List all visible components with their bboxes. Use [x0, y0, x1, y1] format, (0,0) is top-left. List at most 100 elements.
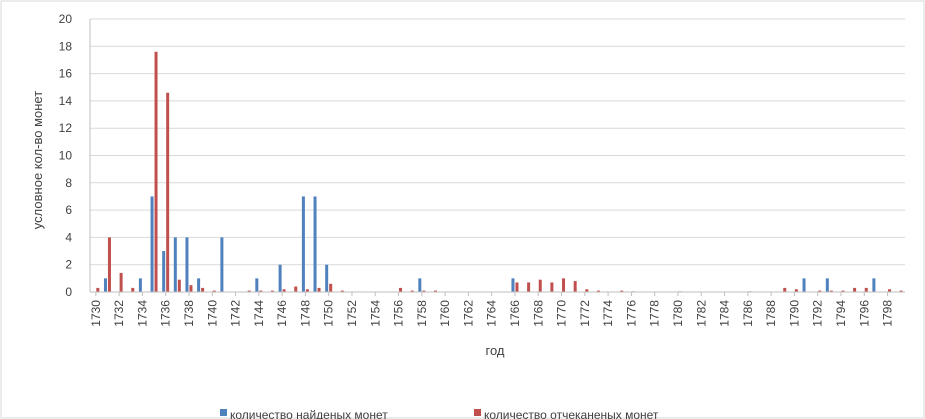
bar-minted: [329, 283, 333, 292]
x-tick-label: 1798: [881, 300, 895, 327]
axes-group: [89, 19, 905, 293]
bar-minted: [585, 289, 589, 292]
bar-minted: [131, 287, 135, 292]
bar-minted: [317, 287, 321, 292]
x-tick-label: 1764: [485, 300, 499, 327]
x-axis-label: год: [486, 343, 505, 358]
x-tick-label: 1780: [671, 300, 685, 327]
y-tick-label: 8: [65, 176, 72, 190]
x-tick-label: 1756: [392, 300, 406, 327]
bar-minted: [899, 290, 903, 292]
y-axis-label: условное кол-во монет: [30, 91, 45, 229]
bar-found: [278, 264, 282, 292]
gridlines: [90, 18, 905, 266]
x-tick-label: 1740: [205, 300, 219, 327]
y-tick-label: 4: [65, 230, 72, 244]
x-tick-label: 1738: [182, 300, 196, 327]
bar-found: [301, 196, 305, 292]
bar-found: [138, 278, 142, 292]
legend-label-minted: количество отчеканеных монет: [484, 408, 659, 419]
y-tick-label: 6: [65, 203, 72, 217]
bar-minted: [270, 290, 274, 292]
x-tick-label: 1754: [368, 300, 382, 327]
x-tick-label: 1788: [764, 300, 778, 327]
x-tick-label: 1768: [531, 300, 545, 327]
y-tick-label: 20: [59, 12, 73, 26]
bar-minted: [399, 287, 403, 292]
x-tick-label: 1742: [229, 300, 243, 327]
bars-group: [96, 51, 903, 293]
y-tick-label: 0: [65, 285, 72, 299]
x-tick-label: 1750: [322, 300, 336, 327]
bar-minted: [550, 282, 554, 292]
x-tick-label: 1770: [555, 300, 569, 327]
x-tick-label: 1746: [275, 300, 289, 327]
y-tick-label: 10: [59, 149, 73, 163]
bar-minted: [166, 92, 170, 293]
bar-minted: [573, 281, 577, 292]
x-tick-label: 1736: [159, 300, 173, 327]
bar-found: [220, 237, 224, 292]
y-tick-label: 18: [59, 39, 73, 53]
legend: количество найденых монет количество отч…: [220, 408, 659, 419]
bar-minted: [294, 286, 298, 292]
bar-found: [872, 278, 876, 292]
bar-minted: [562, 278, 566, 292]
x-tick-label: 1772: [578, 300, 592, 327]
x-tick-label: 1774: [601, 300, 615, 327]
bar-minted: [433, 290, 437, 292]
x-tick-label: 1734: [135, 300, 149, 327]
bar-minted: [538, 279, 542, 292]
legend-label-found: количество найденых монет: [230, 408, 388, 419]
bar-minted: [853, 287, 857, 292]
bar-minted: [189, 285, 193, 292]
bar-found: [185, 237, 189, 292]
bar-minted: [177, 279, 181, 292]
bar-minted: [864, 287, 868, 292]
bar-minted: [96, 287, 100, 292]
bar-minted: [107, 237, 111, 292]
bar-minted: [259, 290, 263, 292]
bar-minted: [119, 272, 123, 292]
bar-found: [103, 278, 107, 292]
bar-found: [418, 278, 422, 292]
bar-found: [511, 278, 515, 292]
bar-minted: [305, 289, 309, 292]
bar-minted: [527, 282, 531, 292]
legend-swatch-found: [220, 409, 227, 416]
legend-swatch-minted: [474, 409, 481, 416]
x-tick-label: 1790: [787, 300, 801, 327]
bar-minted: [829, 290, 833, 292]
x-tick-label: 1778: [648, 300, 662, 327]
x-tick-label: 1760: [438, 300, 452, 327]
bar-minted: [201, 287, 205, 292]
x-tick-label: 1794: [834, 300, 848, 327]
x-tick-label: 1732: [112, 300, 126, 327]
x-tick-labels: 1730 1732 1734 1736 1738 1740 1742 1744 1746 1748…: [89, 292, 895, 327]
bar-found: [825, 278, 829, 292]
bar-minted: [515, 282, 519, 292]
bar-found: [255, 278, 259, 292]
bar-minted: [340, 290, 344, 292]
bar-minted: [154, 51, 158, 293]
x-tick-label: 1744: [252, 300, 266, 327]
bar-found: [325, 264, 329, 292]
y-tick-label: 12: [59, 121, 73, 135]
x-tick-label: 1786: [741, 300, 755, 327]
y-tick-label: 16: [59, 67, 73, 81]
bar-minted: [841, 290, 845, 292]
bar-found: [162, 251, 166, 292]
bar-minted: [620, 290, 624, 292]
bar-minted: [888, 289, 892, 292]
bar-minted: [247, 290, 251, 292]
bar-minted: [422, 290, 426, 292]
bar-minted: [410, 290, 414, 292]
bar-minted: [794, 289, 798, 292]
x-tick-label: 1758: [415, 300, 429, 327]
bar-minted: [282, 289, 286, 292]
x-tick-label: 1762: [461, 300, 475, 327]
bar-found: [173, 237, 177, 292]
